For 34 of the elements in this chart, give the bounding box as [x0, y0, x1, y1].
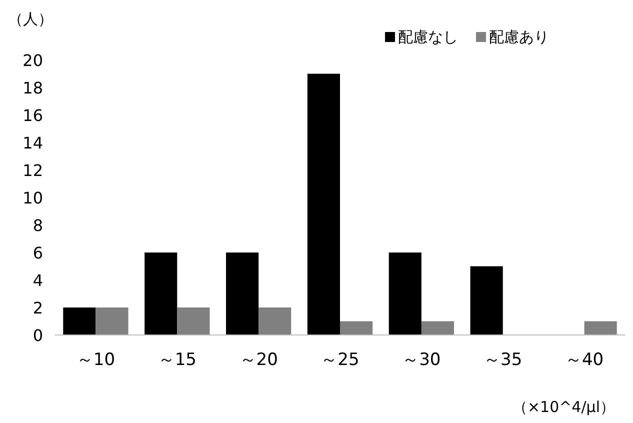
y-tick-label: 4	[32, 271, 43, 290]
bar	[584, 321, 617, 335]
x-tick-label: ～40	[564, 350, 604, 370]
y-tick-label: 0	[32, 326, 43, 345]
bar	[470, 266, 503, 335]
bar	[226, 252, 259, 335]
bar	[307, 74, 340, 335]
legend-label: 配慮なし	[398, 28, 458, 46]
y-tick-label: 16	[22, 106, 43, 125]
bar	[144, 252, 178, 335]
x-tick-label: ～20	[239, 350, 278, 370]
y-tick-label: 2	[32, 298, 43, 318]
bar	[421, 321, 454, 335]
x-tick-label: ～15	[158, 350, 196, 370]
bar	[177, 308, 210, 335]
y-tick-label: 10	[22, 188, 43, 208]
bar	[96, 308, 128, 335]
x-tick-label: ～35	[484, 350, 522, 370]
bar	[258, 308, 292, 335]
legend-label: 配慮あり	[489, 28, 549, 46]
text: （×10^4/μl）	[512, 398, 615, 416]
x-tick-label: ～30	[402, 350, 441, 370]
bar	[388, 252, 422, 335]
y-tick-label: 8	[32, 216, 43, 235]
y-tick-label: 18	[22, 78, 43, 98]
y-tick-label: 20	[22, 51, 43, 70]
y-tick-label: 6	[32, 244, 43, 262]
bar	[340, 321, 373, 335]
y-tick-label: 14	[22, 134, 43, 152]
y-tick-label: 12	[22, 161, 43, 180]
x-tick-label: ～25	[320, 350, 360, 370]
x-tick-label: ～10	[76, 350, 116, 370]
bar	[63, 308, 96, 335]
y-axis-title: （人）	[8, 10, 53, 28]
